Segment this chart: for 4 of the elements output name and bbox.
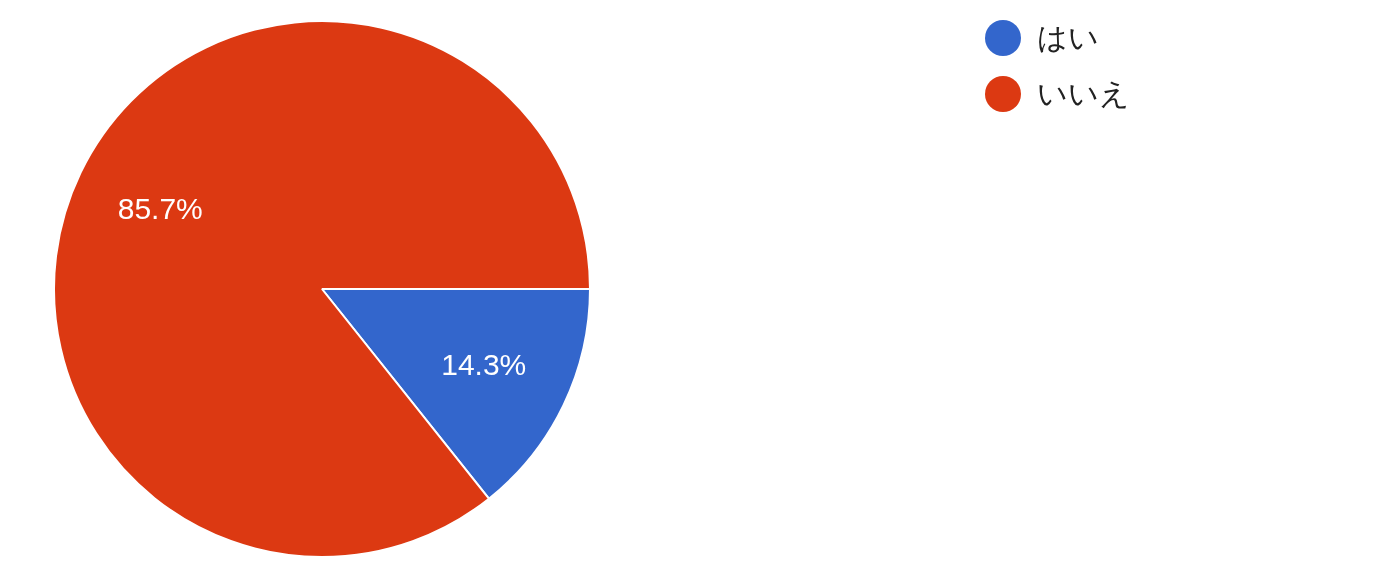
data-label: 85.7% bbox=[117, 192, 203, 226]
data-label: 14.3% bbox=[441, 348, 527, 382]
legend-label: はい bbox=[1037, 18, 1099, 57]
legend-label: いいえ bbox=[1037, 74, 1130, 113]
